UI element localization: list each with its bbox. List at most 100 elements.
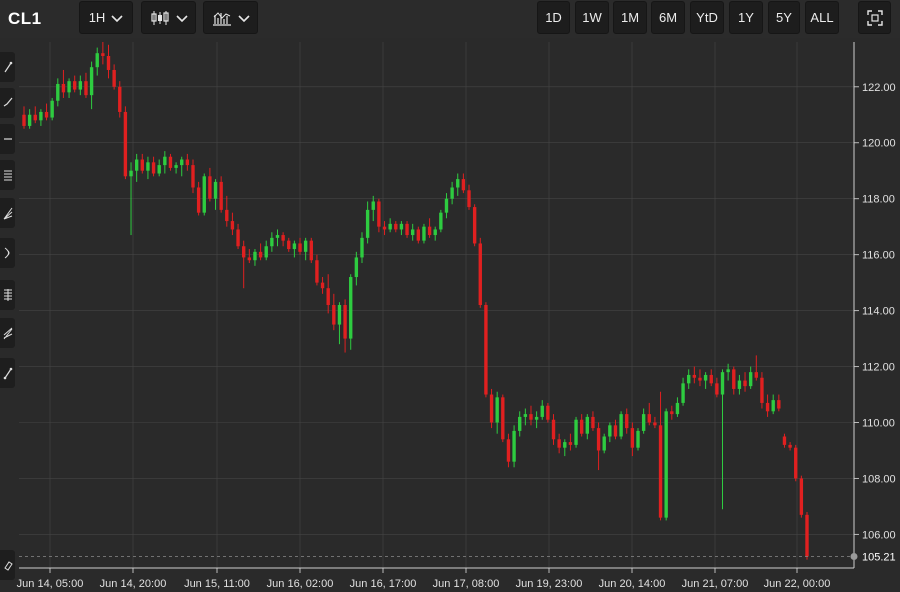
interval-label: 1H — [88, 10, 106, 25]
candle-body — [326, 288, 330, 305]
candle — [27, 109, 32, 129]
tool-fib-retracement[interactable] — [0, 280, 15, 310]
range-button-1d[interactable]: 1D — [537, 1, 570, 34]
x-tick-label: Jun 14, 05:00 — [17, 578, 84, 590]
range-button-6m[interactable]: 6M — [651, 1, 685, 34]
range-button-ytd[interactable]: YtD — [690, 1, 724, 34]
line-tool-icon — [4, 61, 12, 73]
candle-body — [101, 53, 105, 56]
tool-eraser[interactable] — [0, 550, 15, 580]
ray-tool-icon — [3, 97, 12, 107]
candle — [140, 153, 144, 174]
candle-body — [106, 55, 111, 70]
range-button-all[interactable]: ALL — [805, 1, 839, 34]
candle-body — [230, 221, 235, 230]
candle-body — [27, 114, 32, 126]
range-button-5y[interactable]: 5Y — [768, 1, 800, 34]
candle — [771, 394, 775, 415]
candle-body — [788, 444, 792, 448]
interval-dropdown[interactable]: 1H — [79, 1, 133, 34]
x-tick-label: Jun 16, 02:00 — [267, 578, 334, 590]
candle-body — [427, 226, 432, 236]
x-tick-label: Jun 15, 11:00 — [184, 578, 250, 590]
candle — [50, 97, 54, 121]
tool-fib-time[interactable] — [0, 358, 15, 388]
y-tick-label: 118.00 — [862, 194, 895, 206]
candle-body — [56, 83, 60, 101]
candle — [219, 176, 223, 213]
candle-body — [242, 246, 246, 258]
candle — [253, 249, 257, 266]
candle-body — [799, 478, 804, 515]
candle — [608, 422, 612, 443]
candle — [303, 237, 308, 261]
candle — [202, 173, 206, 216]
candles — [22, 42, 809, 560]
candle — [563, 439, 567, 457]
indicators-dropdown[interactable] — [203, 1, 258, 34]
fullscreen-button[interactable] — [858, 1, 891, 34]
candle — [354, 251, 359, 286]
tool-fib-extension[interactable] — [0, 318, 15, 348]
candle — [456, 173, 460, 196]
range-button-1y[interactable]: 1Y — [729, 1, 763, 34]
candle — [653, 416, 657, 429]
arc-icon — [4, 247, 9, 259]
candle — [225, 195, 229, 227]
candle-body — [602, 436, 606, 451]
candle — [602, 433, 606, 454]
indicators-icon — [212, 11, 231, 26]
candle-body — [168, 156, 173, 168]
candle-body — [309, 240, 313, 261]
range-button-1w[interactable]: 1W — [575, 1, 609, 34]
candle — [703, 372, 708, 389]
candle-body — [281, 235, 285, 241]
y-tick-label: 114.00 — [862, 306, 895, 318]
candle-body — [394, 223, 398, 230]
tool-line[interactable] — [0, 52, 15, 82]
candle — [343, 299, 347, 353]
toolbar: CL1 1H 1D 1W 1M 6M YtD 1Y 5Y ALL — [0, 0, 900, 38]
tool-pitchfork[interactable] — [0, 160, 15, 190]
candle-body — [715, 383, 719, 395]
candle-body — [720, 372, 725, 395]
candle — [518, 411, 522, 437]
candle — [619, 411, 623, 440]
tool-arc[interactable] — [0, 238, 15, 268]
range-button-1m[interactable]: 1M — [613, 1, 647, 34]
tool-ray[interactable] — [0, 88, 15, 118]
x-tick-label: Jun 20, 14:00 — [599, 578, 666, 590]
candle-body — [794, 447, 798, 479]
candle-body — [625, 414, 629, 429]
candle-body — [765, 402, 770, 412]
candle-body — [675, 402, 680, 415]
candle — [22, 106, 26, 129]
candle-body — [422, 226, 426, 241]
tool-fib-fan[interactable] — [0, 198, 15, 228]
candle — [596, 422, 601, 471]
chart-type-dropdown[interactable] — [141, 1, 196, 34]
candle-body — [591, 416, 595, 429]
candle — [106, 44, 111, 79]
candle-body — [805, 514, 809, 557]
candle — [337, 302, 342, 345]
tool-horizontal-line[interactable] — [0, 124, 15, 154]
candle — [568, 433, 573, 451]
candle — [495, 391, 499, 434]
candle-body — [687, 374, 691, 384]
candle-body — [287, 240, 291, 250]
candle-body — [664, 411, 668, 518]
candle — [478, 237, 482, 308]
candle-body — [50, 100, 54, 118]
fib-retracement-icon — [3, 289, 12, 301]
candle-body — [371, 201, 375, 210]
candle — [73, 75, 77, 93]
candle-body — [332, 305, 336, 325]
candle-body — [360, 237, 364, 258]
x-tick-label: Jun 22, 00:00 — [764, 578, 831, 590]
candle — [681, 377, 685, 406]
candle — [320, 277, 325, 294]
candle-body — [777, 400, 781, 409]
candle — [275, 229, 280, 247]
